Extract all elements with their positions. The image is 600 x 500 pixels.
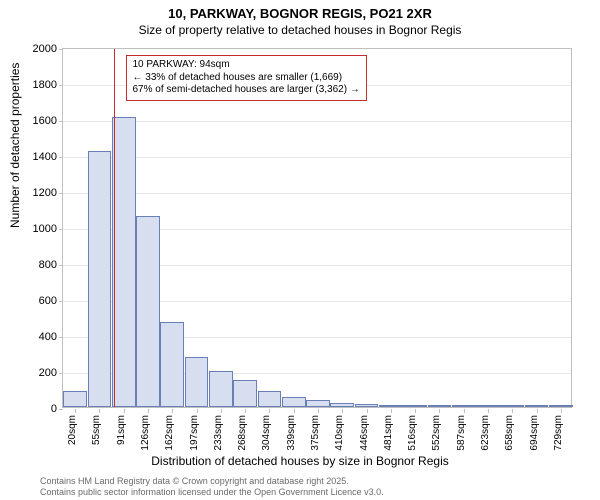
ytick-label: 400 (15, 331, 57, 343)
histogram-bar (112, 117, 136, 407)
ytick-label: 0 (15, 403, 57, 415)
xtick-mark (197, 409, 198, 413)
xtick-mark (561, 409, 562, 413)
histogram-bar (500, 405, 524, 407)
xtick-mark (537, 409, 538, 413)
footer-line2: Contains public sector information licen… (40, 487, 384, 498)
histogram-bar (282, 397, 306, 407)
histogram-bar (63, 391, 87, 407)
histogram-bar (160, 322, 184, 408)
xtick-mark (318, 409, 319, 413)
gridline (63, 121, 571, 122)
xtick-mark (124, 409, 125, 413)
xtick-mark (512, 409, 513, 413)
annotation-box: 10 PARKWAY: 94sqm← 33% of detached house… (126, 55, 367, 101)
x-axis-title: Distribution of detached houses by size … (0, 454, 600, 468)
ytick-mark (59, 121, 63, 122)
xtick-mark (488, 409, 489, 413)
footer-attribution: Contains HM Land Registry data © Crown c… (40, 476, 384, 498)
ytick-mark (59, 337, 63, 338)
ytick-label: 1800 (15, 79, 57, 91)
ytick-mark (59, 193, 63, 194)
histogram-bar (403, 405, 427, 407)
ytick-label: 2000 (15, 43, 57, 55)
xtick-mark (99, 409, 100, 413)
xtick-mark (245, 409, 246, 413)
xtick-mark (269, 409, 270, 413)
histogram-bar (306, 400, 330, 407)
xtick-mark (342, 409, 343, 413)
histogram-bar (549, 405, 573, 407)
xtick-mark (415, 409, 416, 413)
ytick-mark (59, 49, 63, 50)
gridline (63, 157, 571, 158)
gridline (63, 193, 571, 194)
xtick-mark (294, 409, 295, 413)
reference-line (114, 49, 115, 407)
plot-area: 020040060080010001200140016001800200020s… (62, 48, 572, 408)
chart-container: 10, PARKWAY, BOGNOR REGIS, PO21 2XR Size… (0, 0, 600, 500)
annotation-line3: 67% of semi-detached houses are larger (… (133, 84, 360, 97)
ytick-mark (59, 409, 63, 410)
histogram-bar (355, 404, 379, 407)
histogram-bar (379, 405, 403, 407)
ytick-label: 800 (15, 259, 57, 271)
histogram-bar (476, 405, 500, 407)
histogram-bar (330, 403, 354, 408)
xtick-mark (391, 409, 392, 413)
chart-title: 10, PARKWAY, BOGNOR REGIS, PO21 2XR (0, 0, 600, 21)
histogram-bar (233, 380, 257, 407)
xtick-mark (221, 409, 222, 413)
ytick-label: 1400 (15, 151, 57, 163)
ytick-label: 1200 (15, 187, 57, 199)
histogram-bar (258, 391, 282, 407)
histogram-bar (88, 151, 112, 407)
ytick-mark (59, 85, 63, 86)
xtick-mark (464, 409, 465, 413)
chart-subtitle: Size of property relative to detached ho… (0, 21, 600, 37)
ytick-label: 1000 (15, 223, 57, 235)
histogram-bar (452, 405, 476, 407)
xtick-mark (148, 409, 149, 413)
ytick-label: 200 (15, 367, 57, 379)
histogram-bar (428, 405, 452, 407)
ytick-mark (59, 373, 63, 374)
annotation-line1: 10 PARKWAY: 94sqm (133, 59, 360, 72)
annotation-line2: ← 33% of detached houses are smaller (1,… (133, 72, 360, 85)
histogram-bar (136, 216, 160, 407)
xtick-mark (172, 409, 173, 413)
ytick-mark (59, 157, 63, 158)
xtick-mark (367, 409, 368, 413)
histogram-bar (185, 357, 209, 407)
ytick-label: 600 (15, 295, 57, 307)
ytick-mark (59, 301, 63, 302)
histogram-bar (525, 405, 549, 407)
chart-wrapper: 020040060080010001200140016001800200020s… (62, 48, 572, 408)
histogram-bar (209, 371, 233, 407)
footer-line1: Contains HM Land Registry data © Crown c… (40, 476, 384, 487)
xtick-mark (75, 409, 76, 413)
ytick-mark (59, 265, 63, 266)
ytick-mark (59, 229, 63, 230)
ytick-label: 1600 (15, 115, 57, 127)
xtick-mark (439, 409, 440, 413)
